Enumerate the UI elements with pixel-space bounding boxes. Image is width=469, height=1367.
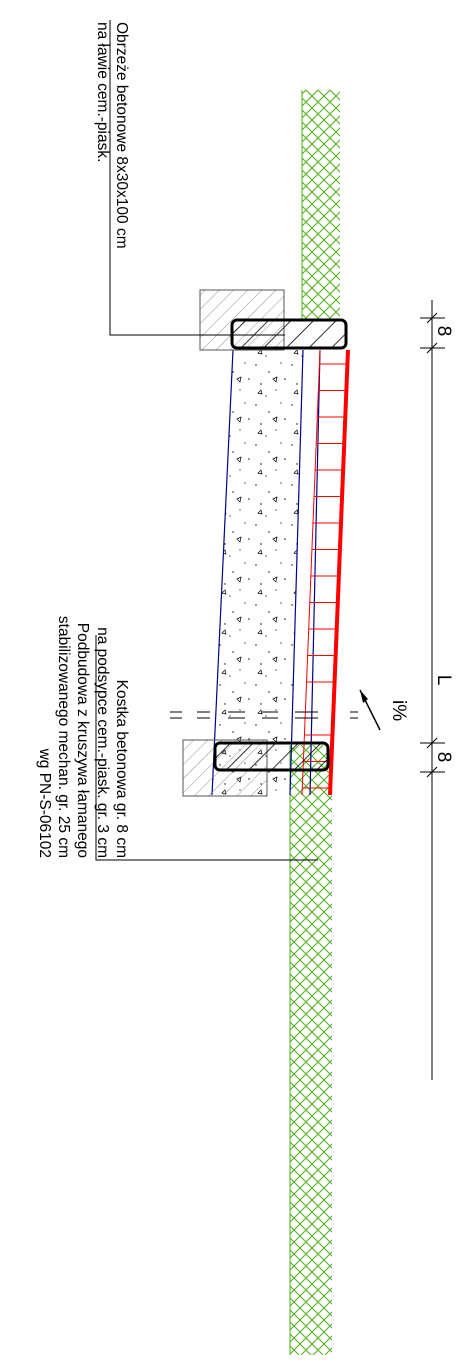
grass-top xyxy=(301,90,340,320)
leader-lines xyxy=(95,20,318,861)
dim-left-edge: 8 xyxy=(433,326,454,337)
curb-bottom xyxy=(213,741,330,772)
slope-arrow xyxy=(359,689,381,731)
paving-layer xyxy=(301,349,350,796)
slope-label: i% xyxy=(388,700,409,721)
grass-bottom xyxy=(289,745,332,1355)
dimension-line xyxy=(420,300,445,1080)
base-label-line1: Podbudowa z kruszywa łamanego xyxy=(74,623,91,858)
base-layer xyxy=(211,349,321,796)
curb-label-line1: Obrzeże betonowe 8x30x100 cm xyxy=(113,22,130,249)
curb-top xyxy=(230,318,348,350)
dim-right-edge: 8 xyxy=(433,752,454,763)
base-label-line3: wg PN-S-06102 xyxy=(36,748,53,858)
paving-bottom xyxy=(301,349,321,796)
break-marks xyxy=(170,711,358,719)
paving-surface xyxy=(328,349,350,796)
paving-label-line2: na podsypce cem.-piask. gr. 3 cm xyxy=(94,627,111,858)
base-label-line2: stabilizowanego mechan. gr. 25 cm xyxy=(55,616,72,858)
paving-label-line1: Kostka betonowa gr. 8 cm xyxy=(113,680,130,858)
dim-width: L xyxy=(433,675,454,686)
curb-label-line2: na ławie cem.-piask. xyxy=(94,22,111,162)
